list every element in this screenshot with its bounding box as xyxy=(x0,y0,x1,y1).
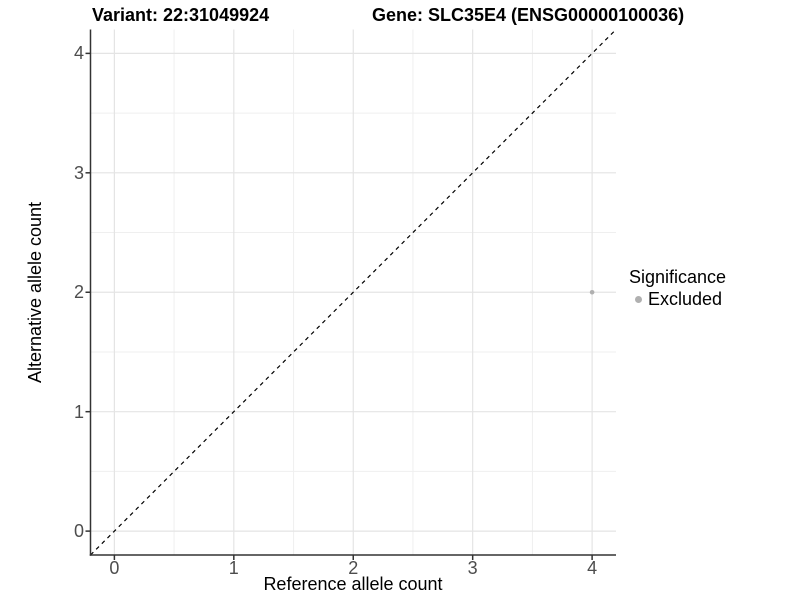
y-tick-label: 2 xyxy=(73,282,84,303)
data-point-excluded xyxy=(589,289,595,295)
legend-item-label: Excluded xyxy=(648,289,723,309)
y-tick-label: 0 xyxy=(73,521,84,542)
x-tick-label: 4 xyxy=(587,558,598,578)
legend: Significance Excluded xyxy=(629,267,726,310)
y-axis-title: Alternative allele count xyxy=(25,201,46,383)
legend-item-excluded: Excluded xyxy=(629,289,726,310)
variant-title: Variant: 22:31049924 xyxy=(92,5,270,25)
y-axis-title-wrap: Alternative allele count xyxy=(16,29,56,555)
x-tick-label: 1 xyxy=(228,558,239,578)
x-tick-label: 0 xyxy=(109,558,120,578)
x-axis-title: Reference allele count xyxy=(263,574,443,594)
y-tick-label: 1 xyxy=(73,401,84,422)
x-tick-label: 3 xyxy=(467,558,478,578)
y-tick-label: 4 xyxy=(73,43,84,64)
gene-title: Gene: SLC35E4 (ENSG00000100036) xyxy=(372,5,685,25)
x-tick-label: 2 xyxy=(348,558,359,578)
identity-line xyxy=(90,29,617,556)
legend-title: Significance xyxy=(629,267,727,287)
y-tick-label: 3 xyxy=(73,162,84,183)
excluded-dot-icon xyxy=(635,296,642,303)
